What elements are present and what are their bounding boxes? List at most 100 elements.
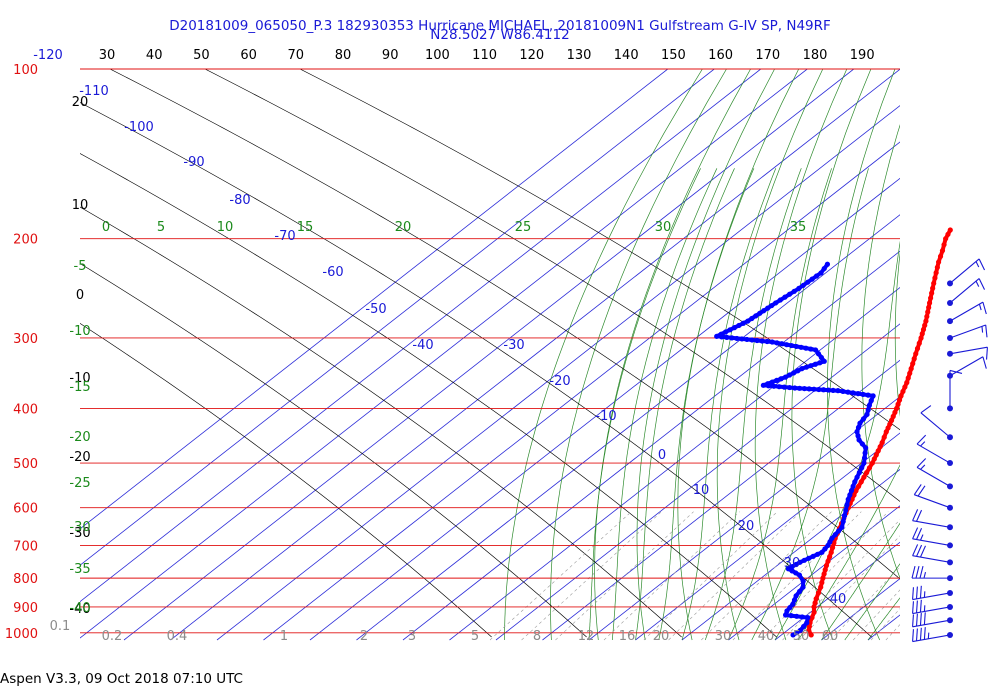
mixing-ratio-label: 16 <box>619 629 636 644</box>
sounding-point <box>828 549 834 555</box>
wind-barb-flag <box>912 601 914 614</box>
wind-barb-staff <box>912 619 951 628</box>
sounding-point <box>913 351 919 357</box>
isobar-lines <box>80 68 900 634</box>
isotherm-label: 20 <box>738 519 755 534</box>
wind-barb <box>947 356 987 379</box>
chart-subtitle: N28.5027 W86.4112 <box>430 27 569 43</box>
wind-barb-staff <box>912 555 951 563</box>
pressure-label: 1000 <box>5 627 38 642</box>
sounding-point <box>795 368 801 374</box>
sounding-point <box>820 575 826 581</box>
sounding-point <box>803 364 809 370</box>
sounding-point <box>797 385 803 391</box>
top-axis-label: 160 <box>708 48 733 63</box>
moist-adiabat-line <box>844 563 900 641</box>
wind-barb <box>912 527 953 549</box>
sounding-point <box>818 354 824 361</box>
sounding-point <box>794 613 800 619</box>
moist-adiabat-line <box>588 168 701 641</box>
wind-barb-flag <box>982 356 987 369</box>
sounding-point <box>784 342 790 348</box>
sounding-point <box>800 584 806 590</box>
sounding-point <box>824 261 831 267</box>
sounding-point <box>871 456 877 462</box>
wind-barb-staff <box>949 301 984 322</box>
mixing-ratio-line <box>701 511 832 641</box>
dry-adiabat-line <box>636 69 775 641</box>
sounding-point <box>925 309 931 315</box>
sounding-point <box>857 420 863 426</box>
isotherm-line <box>356 214 900 641</box>
sounding-point <box>918 335 924 341</box>
sounding-point <box>844 502 850 508</box>
sounding-point <box>782 294 788 300</box>
wind-barb-half-flag <box>919 534 924 541</box>
sounding-point <box>777 297 783 303</box>
top-axis-label: 110 <box>472 48 497 63</box>
wind-barb-flag <box>912 614 914 627</box>
wind-barb-flag <box>923 612 926 625</box>
dry-adiabat-label: -20 <box>69 430 90 445</box>
isotherm-line <box>635 432 900 641</box>
sounding-point <box>850 390 856 396</box>
wind-barb-flag <box>986 347 988 360</box>
sounding-point <box>929 290 935 296</box>
wind-barb-flag <box>915 628 918 641</box>
sounding-point <box>861 455 868 461</box>
top-axis-label: 180 <box>803 48 828 63</box>
wind-barb-staff <box>916 443 951 464</box>
sounding-point <box>911 356 917 362</box>
sounding-point <box>861 460 867 466</box>
sounding-point <box>806 386 812 392</box>
sounding-point <box>754 337 760 344</box>
sounding-point <box>825 558 831 564</box>
sounding-point <box>764 338 770 345</box>
top-axis-label: 40 <box>146 48 163 63</box>
sounding-point <box>813 273 820 279</box>
wind-barb-flag <box>923 627 926 640</box>
sounding-point <box>890 413 896 419</box>
sounding-point <box>812 361 818 367</box>
theta-e-label: 15 <box>297 220 314 235</box>
sounding-point <box>926 300 933 306</box>
dry-adiabat-line <box>504 69 703 640</box>
sounding-point <box>793 343 799 350</box>
isotherm-label: 30 <box>784 556 801 571</box>
sounding-point <box>803 345 809 351</box>
dry-adiabat-label: -35 <box>69 562 90 577</box>
wind-barb-flag <box>920 405 932 414</box>
sounding-point <box>939 248 946 254</box>
theta-e-label: 5 <box>157 220 165 235</box>
sounding-point <box>788 342 795 349</box>
sounding-point <box>765 381 771 387</box>
wind-barb-half-flag <box>923 571 927 579</box>
sounding-point <box>888 417 895 423</box>
sounding-point <box>924 313 930 320</box>
sounding-point <box>808 346 814 352</box>
mixing-ratio-label: 0.2 <box>102 629 123 644</box>
sounding-point <box>727 327 733 333</box>
sounding-point <box>781 384 787 390</box>
sounding-point <box>932 275 938 281</box>
background-grid <box>80 69 900 641</box>
sounding-point <box>922 322 928 328</box>
wind-barb-flag <box>912 587 914 600</box>
sounding-point <box>928 295 934 301</box>
isotherm-label: -40 <box>412 338 433 353</box>
sounding-point <box>916 340 922 346</box>
sounding-point <box>790 601 796 607</box>
wind-barb-flag <box>915 613 918 627</box>
wind-barb-staff <box>949 346 988 355</box>
wind-barb-staff <box>949 356 984 377</box>
isotherm-line <box>867 614 900 641</box>
sounding-point <box>854 429 860 435</box>
sounding-point <box>797 627 804 633</box>
sounding-point <box>801 623 807 630</box>
wind-barb <box>947 258 986 287</box>
moist-adiabat-line <box>611 168 718 641</box>
sounding-point <box>812 347 819 353</box>
isotherm-line <box>402 250 900 641</box>
sounding-point <box>814 551 821 557</box>
